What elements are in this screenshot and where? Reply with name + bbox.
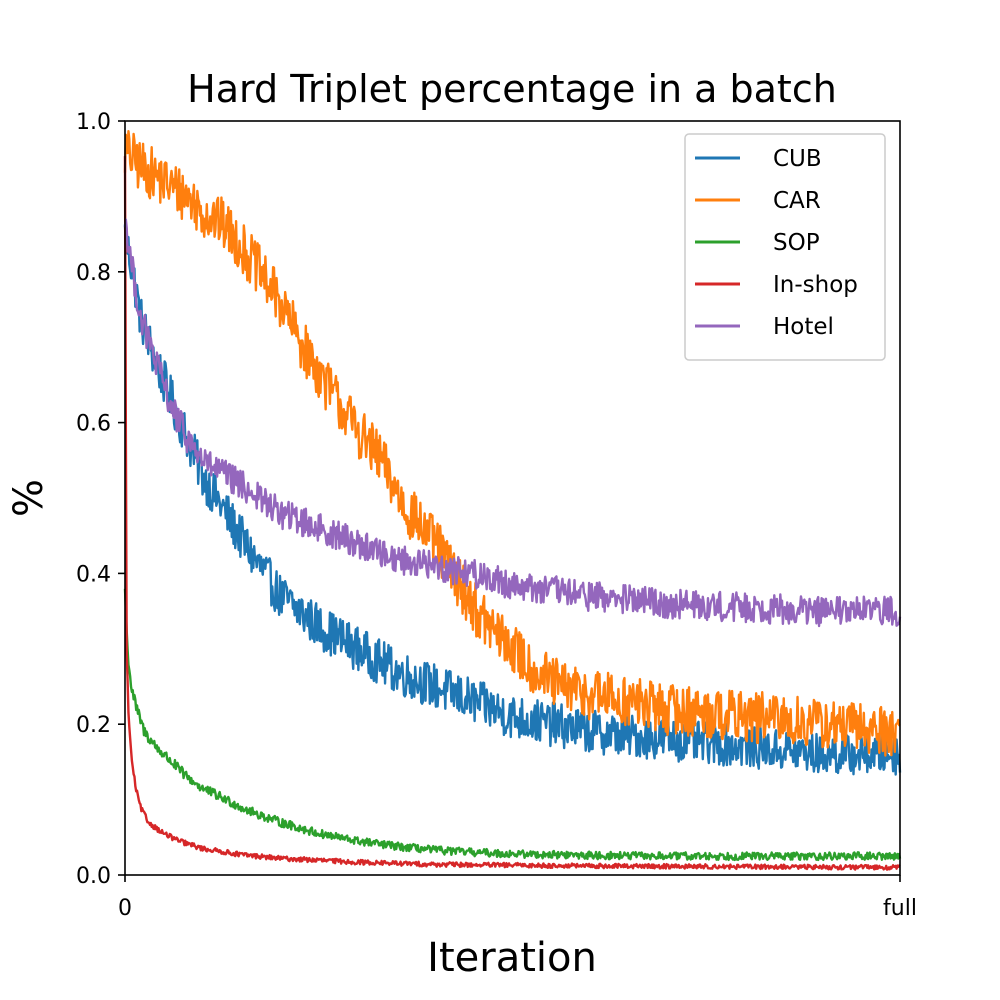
series-line-sop <box>123 588 902 862</box>
series-line-hotel <box>123 218 902 628</box>
y-tick-label: 0.0 <box>76 864 111 889</box>
y-axis-label: % <box>6 479 52 517</box>
y-tick-label: 0.4 <box>76 562 111 587</box>
legend-label: CUB <box>773 146 822 172</box>
series-line-in-shop <box>123 156 901 871</box>
y-tick-label: 0.6 <box>76 412 111 437</box>
series-line-car <box>123 130 901 757</box>
y-tick-label: 0.2 <box>76 713 111 738</box>
legend-label: SOP <box>773 230 820 256</box>
series-line-cub <box>123 224 902 776</box>
legend-box <box>684 133 886 361</box>
x-tick-label: 0 <box>118 896 132 921</box>
x-axis-label: Iteration <box>427 935 597 981</box>
y-tick-label: 0.8 <box>76 261 111 286</box>
y-tick-label: 1.0 <box>76 110 111 135</box>
legend-label: In-shop <box>773 272 858 298</box>
series-layer <box>123 130 902 871</box>
y-axis: 0.0 0.2 0.4 0.6 0.8 1.0 <box>76 110 125 889</box>
x-axis: 0 full <box>118 875 917 921</box>
plot-frame <box>124 120 901 876</box>
legend-label: CAR <box>773 188 821 214</box>
chart-title: Hard Triplet percentage in a batch <box>187 67 837 111</box>
legend: CUB CAR SOP In-shop Hotel <box>684 133 886 361</box>
legend-label: Hotel <box>773 314 834 340</box>
x-tick-label: full <box>883 896 917 921</box>
